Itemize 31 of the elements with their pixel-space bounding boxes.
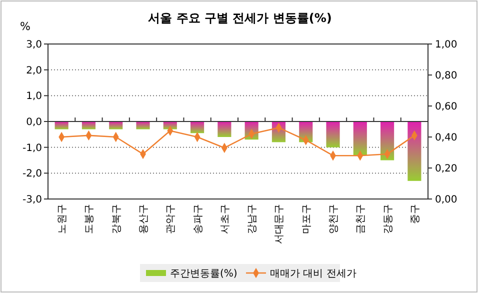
x-tick-label: 용산구: [138, 204, 150, 234]
y2-tick-label: 1,00: [435, 40, 458, 50]
x-tick-label: 도봉구: [84, 204, 96, 234]
y-tick-label: -2,0: [22, 168, 42, 180]
y-tick-label: 0,0: [26, 117, 42, 128]
x-tick-label: 강동구: [382, 204, 394, 234]
y-axis-title: %: [20, 20, 30, 33]
y-tick-label: 3,0: [26, 40, 42, 50]
y2-tick-label: 0,40: [435, 132, 458, 144]
legend-label: 매매가 대비 전세가: [270, 268, 356, 280]
x-tick-label: 서대문구: [274, 204, 286, 244]
chart-title: 서울 주요 구별 전세가 변동률(%): [148, 11, 332, 25]
x-tick-label: 마포구: [301, 204, 312, 234]
x-tick-label: 서초구: [220, 204, 231, 234]
x-tick-label: 강북구: [111, 204, 122, 234]
legend-label: 주간변동률(%): [170, 268, 238, 280]
x-tick-label: 관악구: [166, 204, 177, 234]
y-tick-label: -3,0: [22, 194, 42, 206]
x-tick-label: 노원구: [57, 204, 68, 234]
x-tick-label: 송파구: [192, 204, 204, 234]
y2-tick-label: 0,60: [435, 102, 458, 112]
x-tick-label: 양천구: [328, 204, 340, 234]
y-tick-label: 1,0: [26, 91, 42, 102]
y-tick-label: -1,0: [22, 142, 42, 154]
y2-tick-label: 0,80: [435, 70, 458, 82]
y2-tick-label: 0,20: [435, 164, 458, 174]
x-tick-label: 강남구: [247, 204, 258, 234]
y-tick-label: 2,0: [26, 65, 42, 76]
x-tick-label: 중구: [410, 204, 421, 224]
y2-tick-label: 0,00: [435, 194, 458, 206]
x-tick-label: 금천구: [356, 204, 367, 234]
